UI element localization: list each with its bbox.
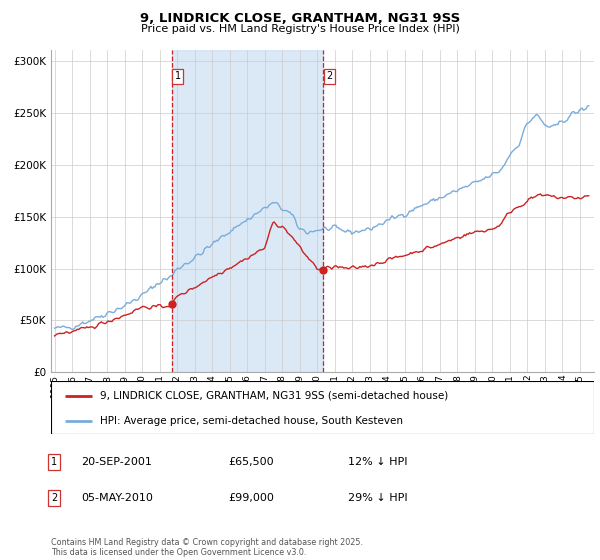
Text: Price paid vs. HM Land Registry's House Price Index (HPI): Price paid vs. HM Land Registry's House … [140,24,460,34]
Text: HPI: Average price, semi-detached house, South Kesteven: HPI: Average price, semi-detached house,… [100,416,403,426]
Text: £65,500: £65,500 [228,457,274,467]
Text: 20-SEP-2001: 20-SEP-2001 [81,457,152,467]
Text: 2: 2 [51,493,57,503]
Text: 29% ↓ HPI: 29% ↓ HPI [348,493,407,503]
Text: 9, LINDRICK CLOSE, GRANTHAM, NG31 9SS: 9, LINDRICK CLOSE, GRANTHAM, NG31 9SS [140,12,460,25]
Text: 05-MAY-2010: 05-MAY-2010 [81,493,153,503]
Text: Contains HM Land Registry data © Crown copyright and database right 2025.
This d: Contains HM Land Registry data © Crown c… [51,538,363,557]
Text: 1: 1 [51,457,57,467]
Text: 2: 2 [326,71,332,81]
Text: 9, LINDRICK CLOSE, GRANTHAM, NG31 9SS (semi-detached house): 9, LINDRICK CLOSE, GRANTHAM, NG31 9SS (s… [100,391,448,401]
Bar [172,50,323,372]
Text: £99,000: £99,000 [228,493,274,503]
Text: 1: 1 [175,71,181,81]
Text: 12% ↓ HPI: 12% ↓ HPI [348,457,407,467]
